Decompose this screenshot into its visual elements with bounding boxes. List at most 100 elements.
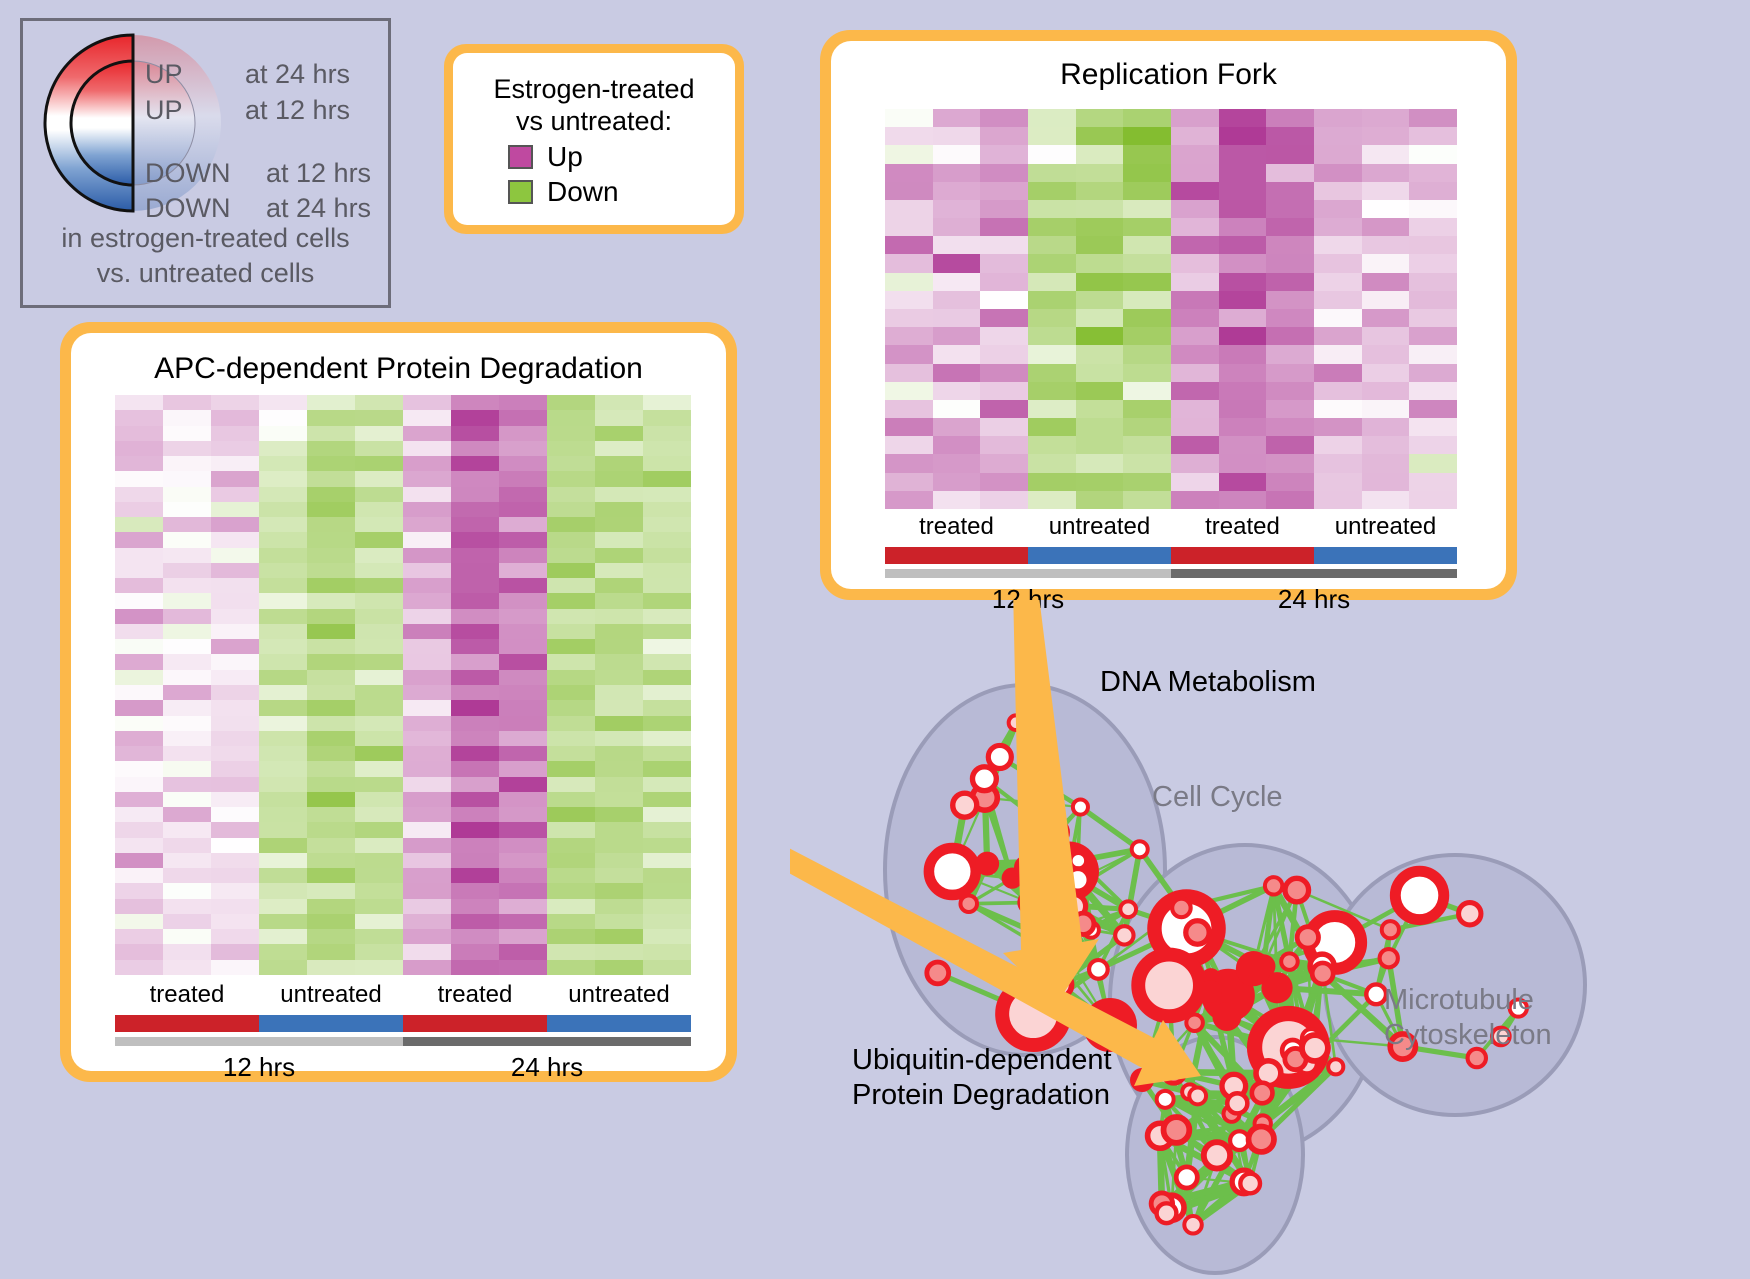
key-time-up-12: at 12 hrs (245, 95, 351, 125)
heatmap-cell (980, 163, 1028, 182)
network-node (1245, 1123, 1277, 1155)
heatmap-cell (403, 486, 451, 502)
heatmap-cell (1123, 236, 1171, 255)
heatmap-cell (163, 837, 211, 853)
heatmap-cell (595, 486, 643, 502)
heatmap-cell (211, 395, 259, 411)
heatmap-cell (1171, 290, 1219, 309)
heatmap-cell (211, 456, 259, 472)
heatmap-cell (643, 883, 691, 899)
heatmap-cell (595, 547, 643, 563)
heatmap-cell (163, 669, 211, 685)
key-word-up-12: UP (145, 95, 183, 125)
heatmap-cell (163, 791, 211, 808)
heatmap-cell (980, 490, 1028, 509)
heatmap-cell (451, 807, 499, 823)
heatmap-cell (499, 776, 547, 792)
heatmap-cell (1123, 272, 1171, 291)
heatmap-cell (355, 486, 403, 502)
heatmap-cell (259, 547, 307, 563)
heatmap-cell (1266, 363, 1314, 382)
heatmap-cell (1075, 472, 1124, 491)
heatmap-cell (307, 822, 355, 838)
heatmap-cell (980, 363, 1028, 382)
panel-title-apc-degradation: APC-dependent Protein Degradation (154, 352, 643, 385)
heatmap-cell (1409, 218, 1457, 237)
heatmap-cell (307, 532, 355, 548)
heatmap-cell (307, 562, 355, 579)
heatmap-cell (885, 308, 933, 328)
heatmap-cell (1171, 127, 1219, 146)
heatmap-cell (1123, 454, 1171, 473)
heatmap-cell (885, 236, 933, 255)
heatmap-cell (1218, 181, 1267, 200)
heatmap-cell (1171, 181, 1219, 200)
heatmap-cell (307, 761, 355, 777)
heatmap-cell (643, 425, 691, 441)
heatmap-cell (451, 410, 499, 426)
heatmap-cell (403, 547, 451, 563)
heatmap-cell (1123, 436, 1171, 455)
heatmap-cell (115, 700, 163, 716)
heatmap-cell (980, 308, 1028, 328)
heatmap-cell (1218, 272, 1267, 291)
cluster-label-dna-metabolism: DNA Metabolism (1100, 666, 1316, 698)
heatmap-cell (1266, 254, 1314, 273)
heatmap-cell (259, 456, 307, 472)
heatmap-cell (259, 669, 307, 685)
heatmap-cell (499, 456, 547, 472)
heatmap-cell (885, 363, 933, 382)
heatmap-cell (595, 395, 643, 411)
heatmap-cell (451, 700, 499, 716)
heatmap-cell (403, 746, 451, 762)
heatmap-cell (355, 608, 403, 624)
heatmap-cell (547, 883, 595, 899)
heatmap-cell (547, 639, 595, 655)
heatmap-cell (355, 578, 403, 594)
heatmap-cell (163, 517, 211, 533)
heatmap-cell (643, 410, 691, 426)
heatmap-cell (1409, 199, 1457, 219)
updown-title-line1: Estrogen-treated (493, 74, 695, 105)
heatmap-cell (307, 456, 355, 472)
heatmap-cell (595, 852, 643, 869)
heatmap-cell (307, 715, 355, 731)
heatmap-cell (211, 425, 259, 441)
heatmap-cell (1028, 236, 1076, 255)
network-node (1070, 797, 1090, 817)
heatmap-cell (115, 746, 163, 762)
heatmap-cell (643, 730, 691, 747)
heatmap-cell (163, 639, 211, 655)
heatmap-cell (1314, 418, 1362, 437)
heatmap-cell (211, 852, 259, 869)
heatmap-cell (1266, 181, 1314, 200)
heatmap-cell (885, 127, 933, 146)
heatmap-cell (595, 562, 643, 579)
heatmap-cell (1361, 163, 1410, 182)
heatmap-cell (547, 562, 595, 579)
heatmap-cell (1218, 472, 1267, 491)
timepoint-label: 12 hrs (222, 1052, 296, 1082)
heatmap-cell (1171, 327, 1219, 346)
heatmap-cell (643, 562, 691, 579)
heatmap-cell (115, 684, 163, 701)
heatmap-cell (499, 562, 547, 579)
heatmap-cell (403, 425, 451, 441)
heatmap-cell (259, 837, 307, 853)
callout-arrow-dna-metabolism (1003, 600, 1099, 1005)
heatmap-cell (643, 517, 691, 533)
heatmap-cell (403, 440, 451, 457)
legend-item-up: Up (508, 141, 680, 173)
heatmap-cell (499, 791, 547, 808)
network-node (1282, 875, 1312, 905)
timepoint-color-segment (115, 1037, 403, 1046)
heatmap-cell (355, 929, 403, 945)
heatmap-cell (307, 669, 355, 685)
heatmap-cell (1028, 272, 1076, 291)
heatmap-cell (307, 700, 355, 716)
heatmap-cell (115, 593, 163, 609)
heatmap-cell (1171, 381, 1219, 400)
heatmap-cell (211, 913, 259, 930)
heatmap-cell (451, 639, 499, 655)
heatmap-cell (403, 715, 451, 731)
